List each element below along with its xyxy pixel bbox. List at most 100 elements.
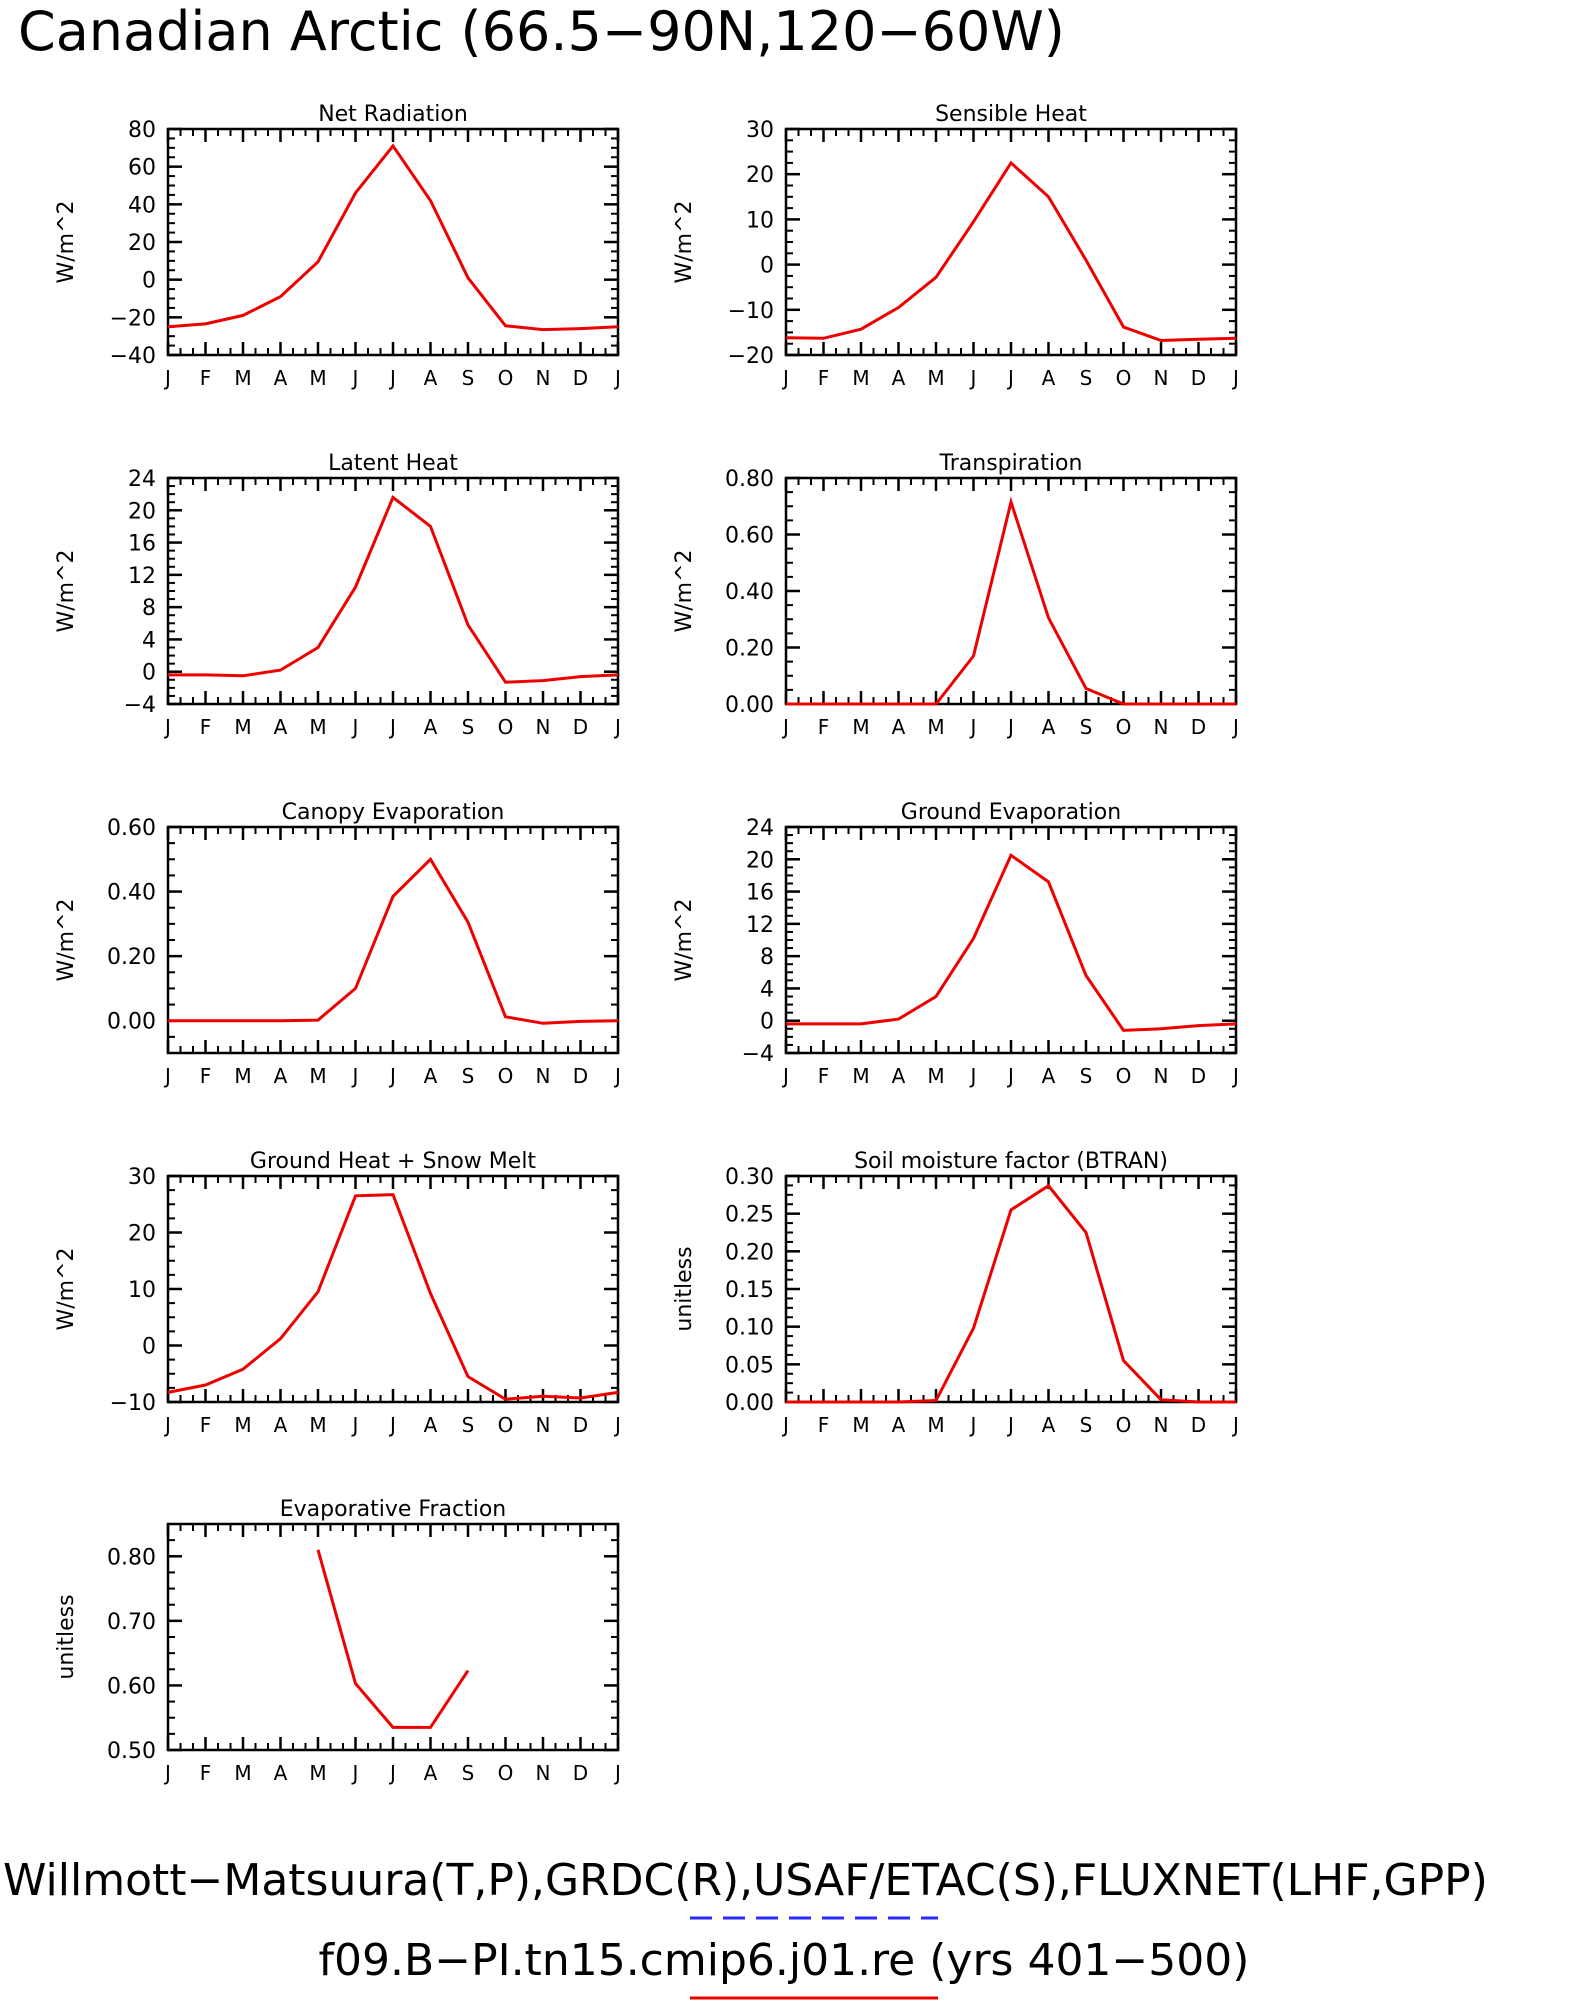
y-tick-label: 0.25 <box>725 1203 774 1228</box>
y-tick-label: 20 <box>746 163 774 188</box>
x-tick-label: N <box>1154 1064 1169 1088</box>
y-tick-label: 0.40 <box>725 580 774 605</box>
y-tick-label: 16 <box>128 532 156 557</box>
x-tick-label: A <box>1042 1413 1056 1437</box>
x-tick-label: S <box>462 1413 475 1437</box>
x-tick-label: M <box>234 1413 251 1437</box>
y-tick-label: −4 <box>742 1042 774 1067</box>
x-tick-label: A <box>274 1064 288 1088</box>
x-tick-label: J <box>388 1064 396 1088</box>
x-tick-label: F <box>818 1413 830 1437</box>
y-tick-label: −10 <box>110 1391 156 1416</box>
x-tick-label: M <box>852 1064 869 1088</box>
x-tick-label: M <box>234 1761 251 1785</box>
x-tick-label: J <box>163 1064 171 1088</box>
series-line <box>786 1183 1236 1404</box>
y-tick-label: 0 <box>760 254 774 279</box>
x-tick-label: D <box>573 1413 588 1437</box>
x-tick-label: A <box>274 366 288 390</box>
x-tick-label: A <box>1042 366 1056 390</box>
series-line <box>786 853 1237 1032</box>
y-tick-label: 0.05 <box>725 1353 774 1378</box>
y-tick-label: −10 <box>728 299 774 324</box>
plot-frame <box>784 476 1238 706</box>
x-tick-label: J <box>1006 715 1014 739</box>
x-tick-label: M <box>309 366 326 390</box>
y-tick-label: 0.15 <box>725 1278 774 1303</box>
y-axis-label: W/m^2 <box>54 200 79 283</box>
x-tick-label: D <box>1191 715 1206 739</box>
x-tick-label: M <box>927 1064 944 1088</box>
x-tick-label: A <box>892 366 906 390</box>
x-tick-label: F <box>818 1064 830 1088</box>
x-tick-label: J <box>163 1413 171 1437</box>
y-tick-label: 0.30 <box>725 1165 774 1190</box>
y-tick-label: 0.10 <box>725 1316 774 1341</box>
x-tick-label: J <box>781 715 789 739</box>
y-axis-label: W/m^2 <box>672 200 697 283</box>
series-line <box>168 856 619 1025</box>
x-tick-label: S <box>462 715 475 739</box>
x-tick-label: F <box>200 715 212 739</box>
y-axis-label: W/m^2 <box>54 898 79 981</box>
x-tick-label: J <box>969 715 977 739</box>
x-tick-label: M <box>309 715 326 739</box>
panel-title: Net Radiation <box>318 102 468 127</box>
panel-title: Evaporative Fraction <box>280 1497 506 1522</box>
x-tick-label: D <box>1191 1413 1206 1437</box>
y-tick-label: 0.80 <box>107 1545 156 1570</box>
x-tick-label: M <box>309 1761 326 1785</box>
plot-frame <box>166 476 620 706</box>
y-tick-label: 0 <box>142 269 156 294</box>
y-tick-label: 20 <box>128 1222 156 1247</box>
plot-frame <box>166 1522 620 1752</box>
panel-title: Latent Heat <box>328 451 458 476</box>
x-tick-label: A <box>424 1413 438 1437</box>
x-tick-label: D <box>573 366 588 390</box>
x-tick-label: F <box>200 1064 212 1088</box>
x-tick-label: O <box>1116 1064 1132 1088</box>
y-tick-label: 0.70 <box>107 1610 156 1635</box>
x-tick-label: O <box>1116 1413 1132 1437</box>
y-tick-label: 0.20 <box>107 945 156 970</box>
y-axis-label: unitless <box>54 1594 79 1679</box>
y-tick-label: 80 <box>128 118 156 143</box>
x-tick-label: J <box>1231 366 1239 390</box>
x-tick-label: M <box>927 366 944 390</box>
plot-frame <box>166 825 620 1055</box>
y-tick-label: 40 <box>128 193 156 218</box>
x-tick-label: J <box>969 1413 977 1437</box>
x-tick-label: S <box>1080 1064 1093 1088</box>
x-tick-label: J <box>351 1761 359 1785</box>
x-tick-label: N <box>536 715 551 739</box>
x-tick-label: J <box>1006 1413 1014 1437</box>
y-tick-label: 20 <box>128 231 156 256</box>
x-tick-label: F <box>818 366 830 390</box>
y-tick-label: 10 <box>128 1278 156 1303</box>
x-tick-label: J <box>1006 1064 1014 1088</box>
x-tick-label: A <box>424 1761 438 1785</box>
y-tick-label: 30 <box>746 118 774 143</box>
y-tick-label: 0.80 <box>725 467 774 492</box>
x-tick-label: J <box>1231 715 1239 739</box>
x-tick-label: D <box>573 1064 588 1088</box>
y-tick-label: 0 <box>142 1335 156 1360</box>
y-tick-label: 12 <box>746 913 774 938</box>
x-tick-label: D <box>1191 366 1206 390</box>
x-tick-label: F <box>200 366 212 390</box>
y-tick-label: 0.00 <box>725 693 774 718</box>
y-tick-label: −20 <box>110 306 156 331</box>
y-tick-label: 4 <box>142 628 156 653</box>
x-tick-label: N <box>536 1761 551 1785</box>
x-tick-label: M <box>852 366 869 390</box>
x-tick-label: A <box>274 1413 288 1437</box>
x-tick-label: J <box>351 366 359 390</box>
x-tick-label: J <box>613 366 621 390</box>
x-tick-label: N <box>536 1064 551 1088</box>
